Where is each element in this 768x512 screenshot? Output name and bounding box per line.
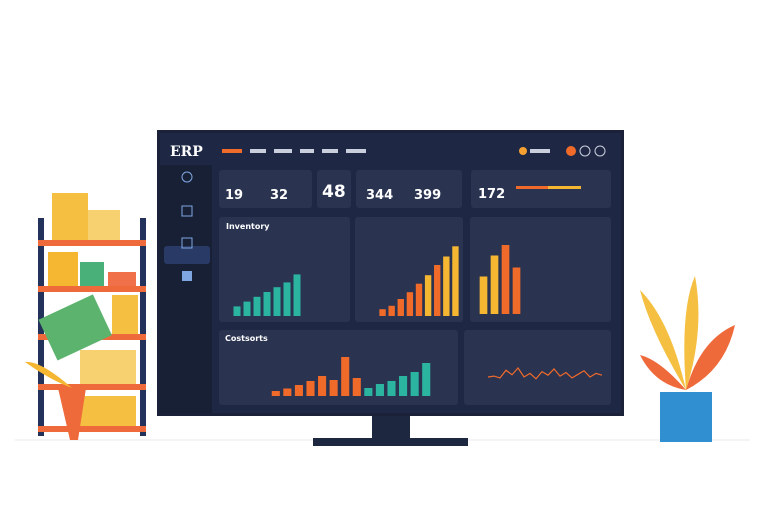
monitor-neck [372, 414, 410, 439]
bar [501, 245, 510, 314]
bar [263, 292, 271, 316]
progress-fill [548, 186, 581, 189]
bar [293, 274, 301, 316]
panel-title: Costsorts [225, 334, 268, 343]
bar [271, 391, 280, 396]
kpis: 19 32 48 344 399 172 [225, 182, 505, 203]
bar [410, 372, 419, 396]
bar [424, 275, 432, 316]
bar [406, 292, 414, 316]
bar [253, 296, 261, 316]
panel-title: Inventory [226, 222, 270, 231]
bar [415, 283, 423, 316]
sidebar [160, 165, 212, 413]
logo: ERP [170, 144, 203, 160]
bar [452, 246, 459, 316]
bar [399, 376, 408, 396]
monitor-base [313, 438, 468, 446]
bar [306, 381, 315, 396]
sidebar-active[interactable] [164, 246, 210, 264]
bar [512, 267, 521, 314]
line [487, 367, 603, 380]
shelf [25, 193, 146, 440]
bar [364, 388, 373, 396]
bar [352, 378, 361, 396]
kpi-value: 399 [414, 188, 441, 203]
sidebar-icons [181, 171, 193, 281]
bar [243, 301, 251, 316]
nav [222, 145, 606, 157]
kpi-value: 48 [322, 182, 346, 202]
kpi-value: 172 [478, 187, 505, 202]
bar [283, 388, 292, 396]
bar [329, 380, 338, 396]
bar [379, 309, 386, 316]
bar [387, 381, 396, 396]
bar [388, 305, 395, 316]
kpi-value: 19 [225, 188, 243, 203]
bar [233, 306, 241, 316]
bar [273, 287, 281, 316]
plots: Inventory Costsorts [225, 222, 603, 396]
bar [479, 276, 488, 314]
bar [294, 385, 303, 396]
bar [443, 256, 450, 316]
kpi-value: 32 [270, 188, 288, 203]
bar [490, 255, 499, 314]
bar [283, 282, 291, 316]
bar [375, 384, 384, 396]
bar [397, 299, 404, 316]
bar [434, 265, 441, 316]
bar [422, 363, 431, 396]
kpi-value: 344 [366, 188, 393, 203]
plant [640, 276, 735, 442]
bar [318, 376, 327, 396]
bar [341, 357, 350, 396]
